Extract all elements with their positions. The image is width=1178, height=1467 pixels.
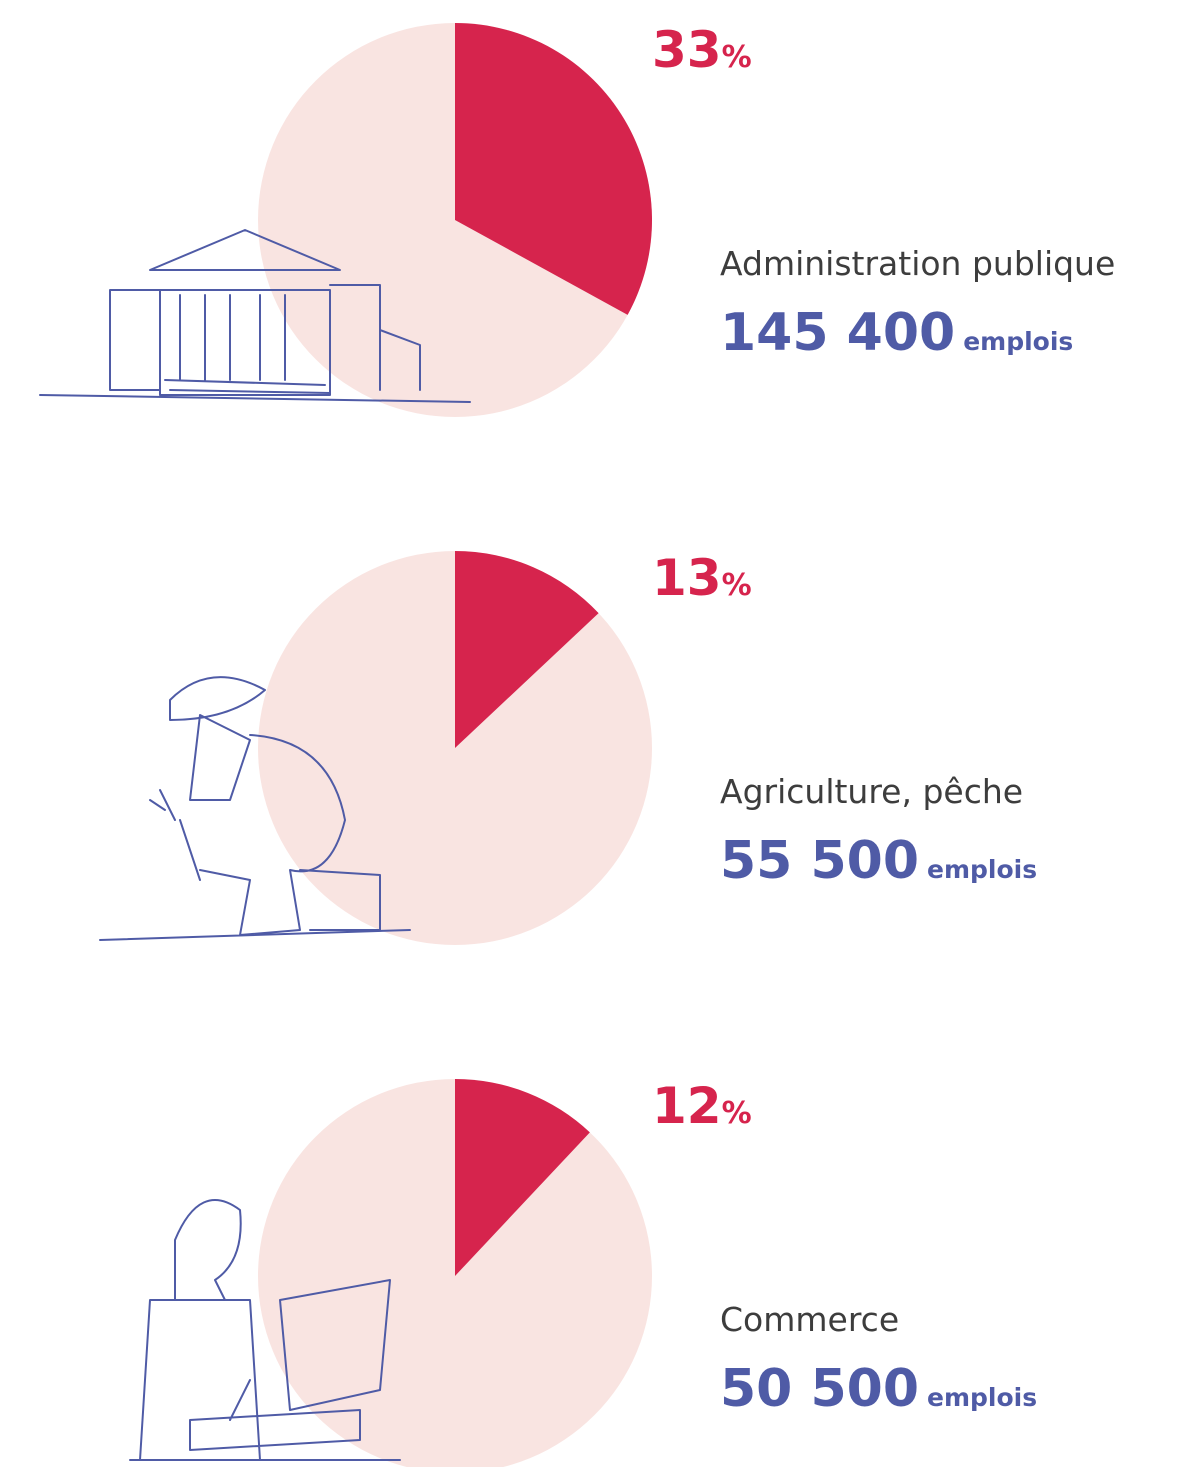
category-label: Administration publique — [720, 244, 1115, 283]
illustration — [99, 676, 411, 941]
jobs-unit: emplois — [963, 327, 1073, 356]
pie-block: 33% Administration publique 145 400 emplois — [39, 21, 1115, 417]
pie-block: 13% Agriculture, pêche 55 500 emplois — [99, 549, 1037, 945]
jobs-label: 50 500 emplois — [720, 1359, 1037, 1419]
percent-value: 13 — [652, 549, 722, 607]
percent-label: 13% — [652, 549, 752, 607]
jobs-unit: emplois — [927, 855, 1037, 884]
category-label: Agriculture, pêche — [720, 772, 1023, 811]
percent-unit: % — [722, 40, 752, 75]
jobs-value: 50 500 — [720, 1359, 919, 1419]
pie-slice — [455, 551, 599, 748]
illustration — [39, 229, 471, 403]
jobs-value: 145 400 — [720, 303, 955, 363]
percent-label: 12% — [652, 1077, 752, 1135]
jobs-label: 145 400 emplois — [720, 303, 1073, 363]
pie-slice — [455, 1079, 590, 1276]
pie-slice — [455, 23, 652, 315]
category-label: Commerce — [720, 1300, 899, 1339]
jobs-value: 55 500 — [720, 831, 919, 891]
percent-unit: % — [722, 1096, 752, 1131]
pie-block: 12% Commerce 50 500 emplois — [129, 1077, 1037, 1467]
percent-value: 33 — [652, 21, 722, 79]
percent-unit: % — [722, 568, 752, 603]
percent-label: 33% — [652, 21, 752, 79]
percent-value: 12 — [652, 1077, 722, 1135]
jobs-unit: emplois — [927, 1383, 1037, 1412]
jobs-label: 55 500 emplois — [720, 831, 1037, 891]
illustration — [129, 1199, 401, 1461]
